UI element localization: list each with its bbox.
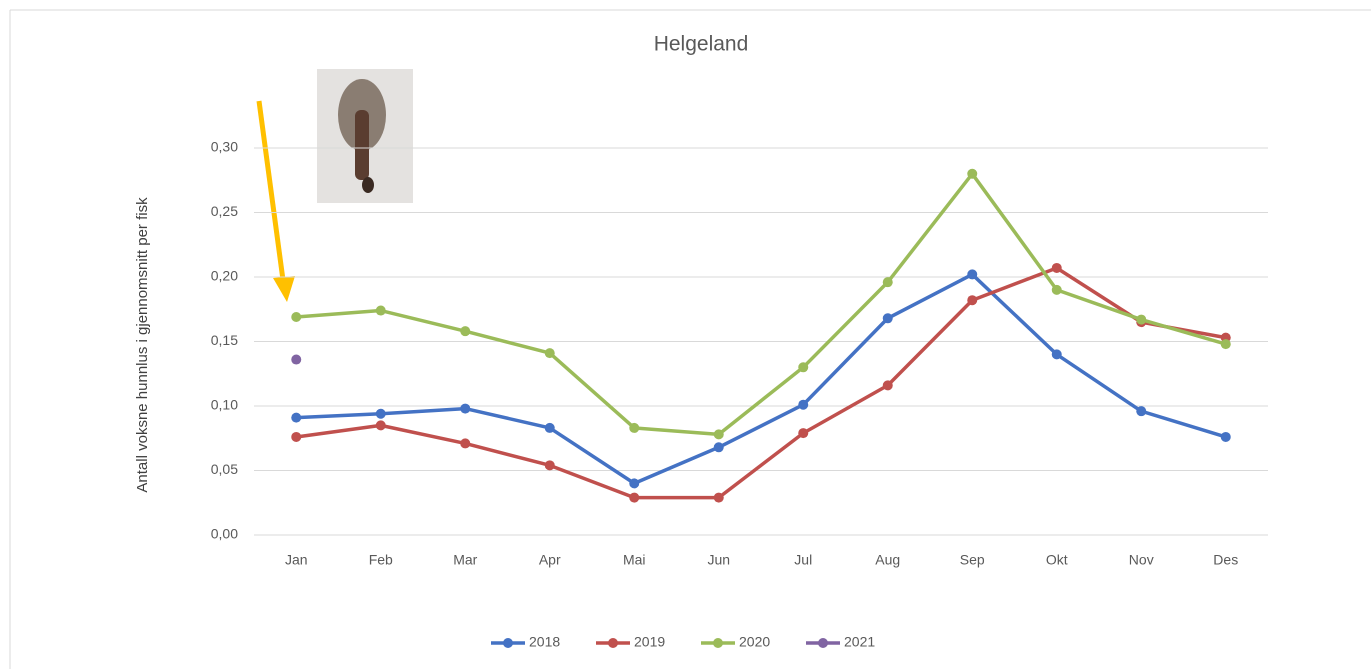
- legend-marker: [818, 638, 828, 648]
- legend-label: 2018: [529, 634, 560, 650]
- point: [375, 408, 386, 419]
- point: [291, 412, 302, 423]
- point: [882, 313, 893, 324]
- point: [713, 492, 724, 503]
- legend-label: 2021: [844, 634, 875, 650]
- point: [460, 326, 471, 337]
- point: [375, 305, 386, 316]
- point: [460, 438, 471, 449]
- lice-photo: [317, 69, 413, 203]
- y-tick-label: 0,15: [211, 332, 238, 348]
- point: [629, 478, 640, 489]
- arrow: [256, 100, 295, 302]
- chart-title: Helgeland: [654, 33, 749, 56]
- y-tick-label: 0,30: [211, 139, 238, 155]
- x-tick-label: Nov: [1129, 552, 1154, 568]
- legend-label: 2019: [634, 634, 665, 650]
- x-tick-label: Jul: [794, 552, 812, 568]
- point: [798, 428, 809, 439]
- legend-marker: [608, 638, 618, 648]
- point: [1220, 339, 1231, 350]
- x-tick-label: Des: [1213, 552, 1238, 568]
- series-line: [296, 266, 1227, 500]
- x-tick-label: Aug: [875, 552, 900, 568]
- y-tick-label: 0,05: [211, 461, 238, 477]
- y-tick-label: 0,10: [211, 397, 238, 413]
- series-line: [296, 272, 1227, 486]
- point: [291, 431, 302, 442]
- x-tick-label: Jun: [707, 552, 730, 568]
- series-line: [296, 172, 1227, 437]
- point: [1051, 262, 1062, 273]
- point: [544, 460, 555, 471]
- y-tick-label: 0,20: [211, 268, 238, 284]
- y-tick-label: 0,25: [211, 203, 238, 219]
- point: [967, 269, 978, 280]
- point: [291, 354, 302, 365]
- point: [544, 348, 555, 359]
- legend-marker: [503, 638, 513, 648]
- point: [713, 429, 724, 440]
- point: [629, 492, 640, 503]
- point: [798, 362, 809, 373]
- point: [713, 442, 724, 453]
- point: [1136, 406, 1147, 417]
- x-tick-label: Sep: [960, 552, 985, 568]
- point: [544, 422, 555, 433]
- point: [375, 420, 386, 431]
- y-axis-label: Antall voksne hunnlus i gjennomsnitt per…: [134, 197, 151, 493]
- legend-label: 2020: [739, 634, 770, 650]
- point: [1220, 431, 1231, 442]
- x-tick-label: Mai: [623, 552, 646, 568]
- legend-marker: [713, 638, 723, 648]
- point: [291, 311, 302, 322]
- x-tick-label: Feb: [369, 552, 393, 568]
- x-tick-label: Okt: [1046, 552, 1068, 568]
- point: [1051, 284, 1062, 295]
- point: [1051, 349, 1062, 360]
- point: [629, 422, 640, 433]
- point: [798, 399, 809, 410]
- point: [967, 295, 978, 306]
- x-tick-label: Jan: [285, 552, 308, 568]
- point: [967, 168, 978, 179]
- point: [882, 380, 893, 391]
- point: [1136, 314, 1147, 325]
- y-tick-label: 0,00: [211, 526, 238, 542]
- point: [882, 277, 893, 288]
- point: [460, 403, 471, 414]
- x-tick-label: Mar: [453, 552, 477, 568]
- x-tick-label: Apr: [539, 552, 561, 568]
